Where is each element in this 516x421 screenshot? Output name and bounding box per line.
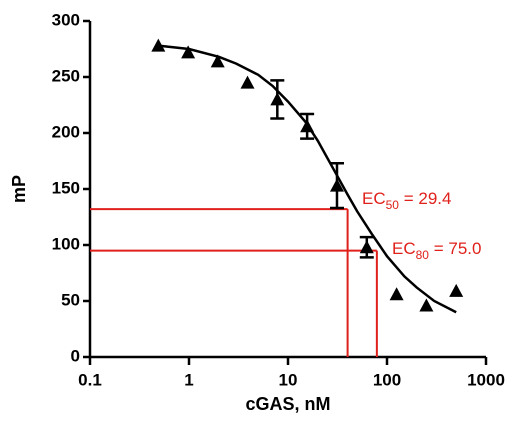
data-point [329, 178, 344, 192]
y-tick-label: 150 [52, 178, 80, 197]
data-point [151, 38, 166, 52]
fit-curve [158, 44, 457, 314]
annotation-text: EC [392, 239, 416, 258]
y-tick-label: 200 [52, 122, 80, 141]
data-point [389, 287, 404, 301]
annotation-sub: 50 [386, 198, 400, 212]
x-tick-label: 10 [279, 370, 298, 389]
y-axis-label: mP [9, 175, 29, 203]
data-point [419, 298, 434, 312]
y-tick-label: 100 [52, 234, 80, 253]
y-tick-label: 300 [52, 10, 80, 29]
y-tick-label: 50 [61, 290, 80, 309]
annotation-rest: = 29.4 [399, 189, 451, 208]
data-point [210, 54, 225, 68]
data-point [240, 75, 255, 89]
y-tick-label: 250 [52, 66, 80, 85]
annotation-rest: = 75.0 [429, 239, 481, 258]
y-tick-label: 0 [71, 346, 80, 365]
annotation-text: EC [362, 189, 386, 208]
data-point [359, 240, 374, 254]
annotation: EC80 = 75.0 [392, 239, 481, 262]
x-tick-label: 0.1 [78, 370, 102, 389]
annotation: EC50 = 29.4 [362, 189, 451, 212]
x-tick-label: 1000 [467, 370, 505, 389]
annotation-sub: 80 [416, 248, 430, 262]
data-point [181, 45, 196, 59]
data-point [270, 92, 285, 106]
data-point [300, 119, 315, 133]
data-point [449, 283, 464, 297]
x-tick-label: 100 [373, 370, 401, 389]
x-axis-label: cGAS, nM [245, 394, 330, 414]
x-tick-label: 1 [184, 370, 193, 389]
